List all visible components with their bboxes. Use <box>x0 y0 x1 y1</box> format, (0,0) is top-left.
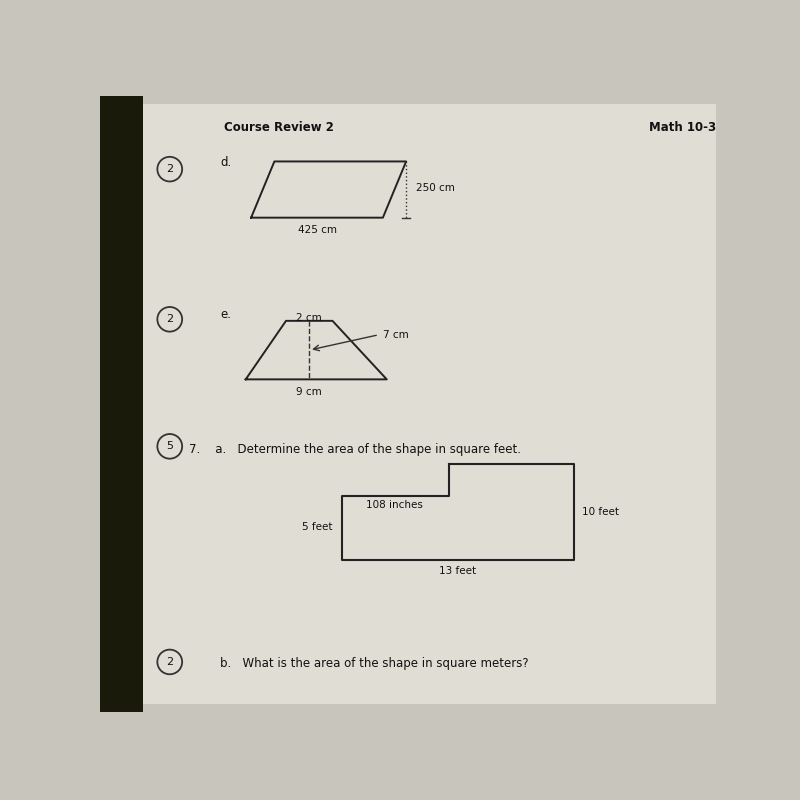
Text: 5: 5 <box>166 442 174 451</box>
Text: b.   What is the area of the shape in square meters?: b. What is the area of the shape in squa… <box>220 657 529 670</box>
Text: 2: 2 <box>166 657 174 667</box>
Text: 13 feet: 13 feet <box>439 566 477 576</box>
Text: Course Review 2: Course Review 2 <box>224 121 334 134</box>
Text: 425 cm: 425 cm <box>298 226 337 235</box>
Circle shape <box>158 650 182 674</box>
Bar <box>100 96 142 712</box>
Text: 2 cm: 2 cm <box>296 313 322 323</box>
Text: 108 inches: 108 inches <box>366 500 423 510</box>
Text: 7.    a.   Determine the area of the shape in square feet.: 7. a. Determine the area of the shape in… <box>189 442 521 455</box>
Text: 7 cm: 7 cm <box>383 330 409 340</box>
Text: 2: 2 <box>166 164 174 174</box>
Text: 10 feet: 10 feet <box>582 507 619 517</box>
Circle shape <box>158 157 182 182</box>
Text: 5 feet: 5 feet <box>302 522 333 532</box>
Text: 2: 2 <box>166 314 174 324</box>
Text: Math 10-3: Math 10-3 <box>649 121 716 134</box>
Text: d.: d. <box>220 156 231 169</box>
Circle shape <box>158 434 182 458</box>
Circle shape <box>158 307 182 332</box>
Text: 250 cm: 250 cm <box>416 183 455 194</box>
Text: e.: e. <box>220 308 231 321</box>
Text: 9 cm: 9 cm <box>296 387 322 397</box>
